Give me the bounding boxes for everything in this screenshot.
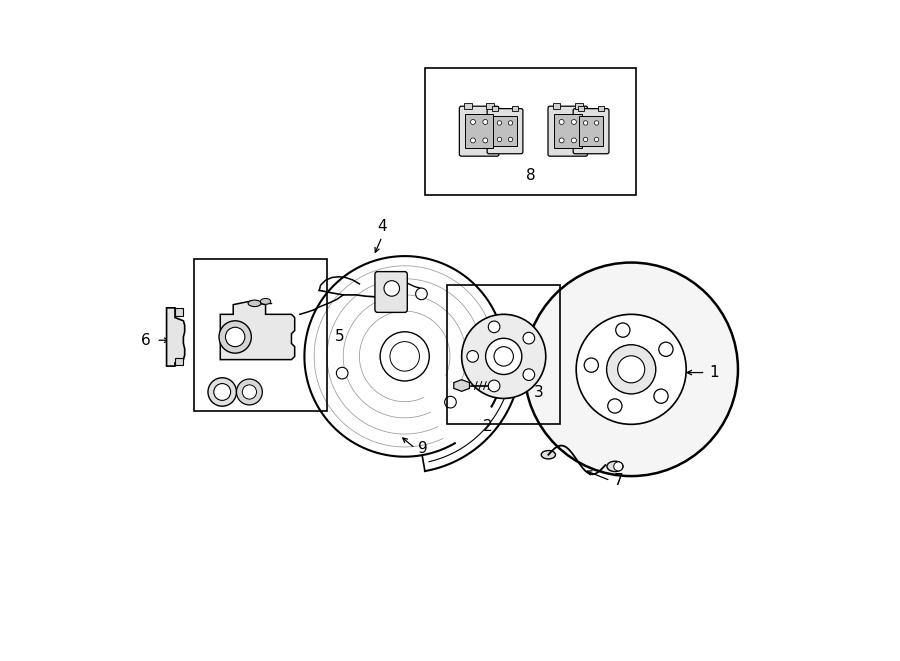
Circle shape [614, 462, 623, 471]
FancyBboxPatch shape [459, 106, 499, 156]
FancyBboxPatch shape [548, 106, 588, 156]
Text: 8: 8 [526, 169, 536, 183]
Circle shape [583, 121, 588, 125]
Circle shape [525, 262, 738, 476]
Circle shape [594, 137, 598, 141]
Circle shape [584, 358, 598, 372]
Circle shape [523, 369, 535, 381]
Circle shape [237, 379, 262, 405]
Circle shape [494, 346, 513, 366]
Bar [553, 102, 561, 109]
Circle shape [594, 121, 598, 125]
FancyBboxPatch shape [487, 108, 523, 154]
Bar [554, 114, 581, 148]
Circle shape [242, 385, 256, 399]
Circle shape [559, 120, 564, 124]
Circle shape [508, 137, 513, 141]
Circle shape [523, 332, 535, 344]
Circle shape [608, 399, 622, 413]
Circle shape [576, 315, 686, 424]
Bar [491, 106, 499, 111]
Ellipse shape [541, 451, 555, 459]
Circle shape [583, 137, 588, 141]
Circle shape [471, 120, 475, 124]
Text: 5: 5 [335, 329, 345, 344]
Bar [446, 285, 560, 424]
Circle shape [462, 315, 545, 399]
Polygon shape [454, 379, 470, 391]
Circle shape [214, 383, 230, 401]
Ellipse shape [260, 299, 271, 304]
Circle shape [486, 338, 522, 375]
Bar [465, 114, 493, 148]
Text: 7: 7 [614, 473, 624, 488]
Bar [194, 259, 327, 411]
Bar [426, 69, 635, 194]
FancyBboxPatch shape [573, 108, 609, 154]
Circle shape [226, 327, 245, 346]
Text: 6: 6 [141, 332, 151, 348]
Bar [464, 102, 472, 109]
Circle shape [489, 380, 500, 392]
Circle shape [416, 288, 428, 299]
Circle shape [607, 345, 656, 394]
Circle shape [219, 321, 251, 353]
Circle shape [208, 377, 237, 407]
Bar [175, 358, 183, 365]
Circle shape [489, 321, 500, 332]
Bar [578, 106, 584, 111]
Circle shape [384, 281, 400, 296]
Circle shape [616, 323, 630, 337]
Circle shape [482, 138, 488, 143]
Circle shape [659, 342, 673, 356]
Circle shape [617, 356, 644, 383]
Text: 3: 3 [534, 385, 544, 400]
Circle shape [380, 332, 429, 381]
Circle shape [654, 389, 668, 403]
Ellipse shape [607, 461, 623, 471]
Bar [579, 116, 603, 146]
Bar [511, 106, 518, 111]
Text: 1: 1 [709, 365, 718, 380]
Circle shape [337, 368, 348, 379]
Circle shape [498, 121, 501, 125]
Bar [175, 308, 183, 315]
Circle shape [445, 397, 456, 408]
Ellipse shape [248, 300, 261, 307]
Bar [598, 106, 604, 111]
Text: 2: 2 [482, 419, 492, 434]
Polygon shape [166, 308, 184, 366]
Bar [492, 116, 517, 146]
Circle shape [508, 121, 513, 125]
Circle shape [572, 138, 576, 143]
Bar [487, 102, 494, 109]
Circle shape [572, 120, 576, 124]
Circle shape [467, 350, 479, 362]
Circle shape [559, 138, 564, 143]
Circle shape [471, 138, 475, 143]
Circle shape [498, 137, 501, 141]
Text: 9: 9 [418, 441, 428, 456]
Text: 4: 4 [377, 219, 387, 235]
Circle shape [482, 120, 488, 124]
FancyBboxPatch shape [375, 272, 408, 313]
Polygon shape [220, 301, 294, 360]
Bar [575, 102, 582, 109]
